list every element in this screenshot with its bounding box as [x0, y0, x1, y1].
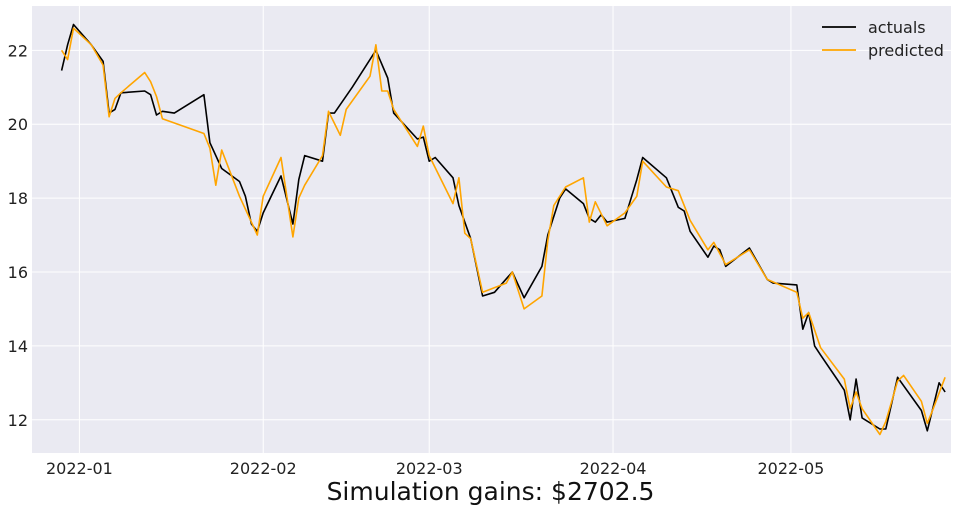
y-tick-label: 14 — [8, 337, 28, 356]
legend-label-actuals: actuals — [868, 18, 926, 37]
plot-area — [32, 6, 951, 453]
x-axis-ticks: 2022-01 2022-02 2022-03 2022-04 2022-05 — [46, 459, 824, 478]
series-layer — [60, 23, 946, 436]
y-axis-ticks: 12 14 16 18 20 22 — [8, 41, 28, 429]
x-axis-label: Simulation gains: $2702.5 — [327, 477, 655, 506]
y-tick-label: 16 — [8, 263, 28, 282]
legend: actuals predicted — [822, 18, 944, 60]
series-line-predicted — [60, 27, 946, 436]
x-tick-label: 2022-04 — [580, 459, 647, 478]
legend-label-predicted: predicted — [868, 41, 944, 60]
y-tick-label: 22 — [8, 41, 28, 60]
grid — [32, 6, 951, 453]
y-tick-label: 12 — [8, 411, 28, 430]
x-tick-label: 2022-02 — [230, 459, 297, 478]
x-tick-label: 2022-01 — [46, 459, 113, 478]
x-tick-label: 2022-05 — [757, 459, 824, 478]
y-tick-label: 20 — [8, 115, 28, 134]
y-tick-label: 18 — [8, 189, 28, 208]
x-tick-label: 2022-03 — [396, 459, 463, 478]
